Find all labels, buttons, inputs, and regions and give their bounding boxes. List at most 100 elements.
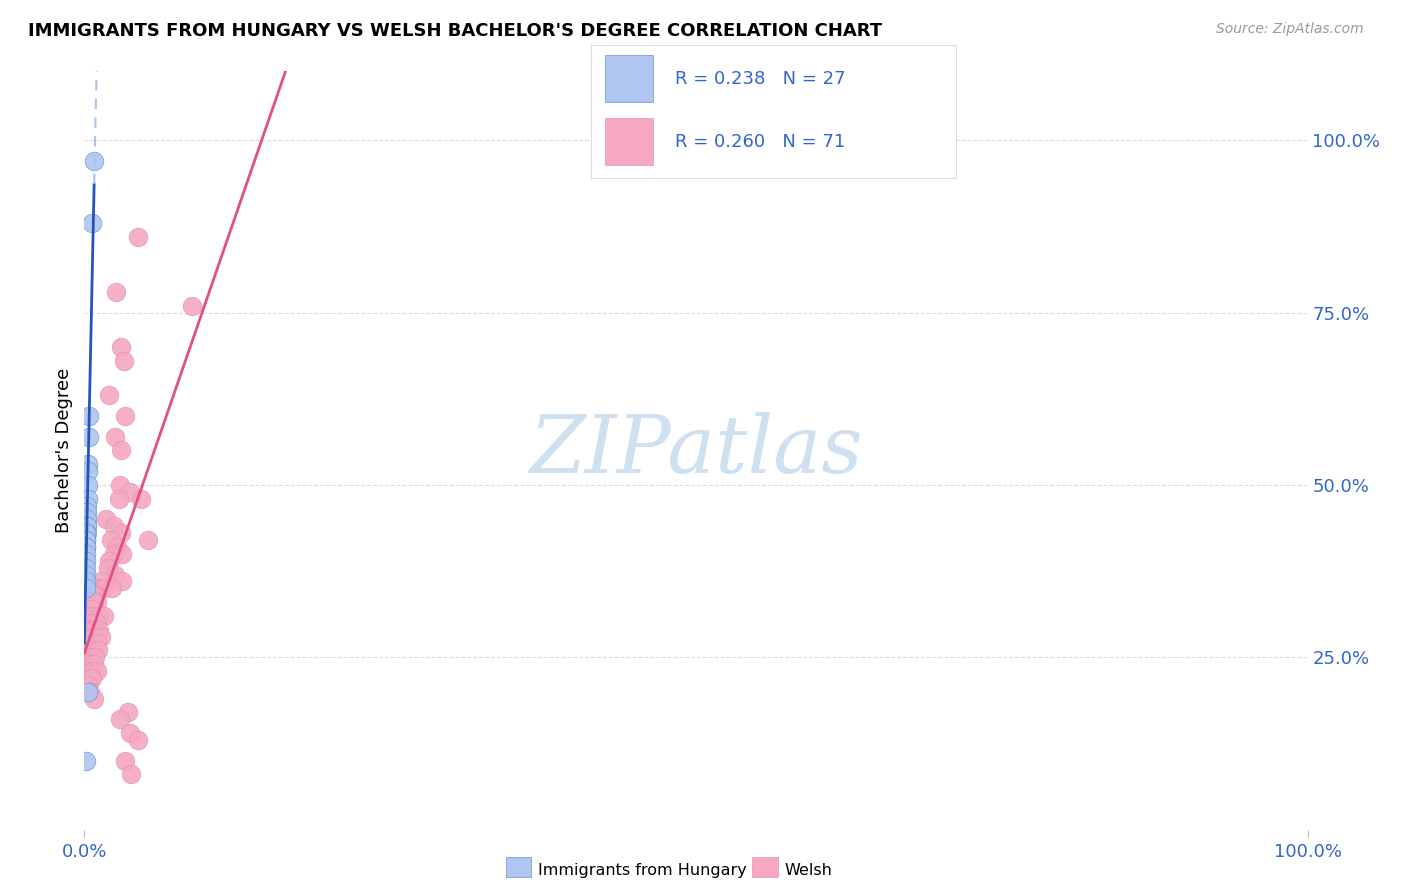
Point [112, 354, 135, 368]
Point [181, 299, 204, 313]
Point [84, 588, 107, 602]
Point [84, 623, 107, 637]
Point [75, 526, 97, 541]
Point [127, 229, 149, 244]
Point [97, 388, 120, 402]
Point [83, 153, 105, 168]
Bar [605, 118, 652, 165]
Point [76, 499, 98, 513]
Point [82, 608, 104, 623]
Point [110, 526, 132, 541]
Point [79, 595, 101, 609]
Point [79, 664, 101, 678]
Point [80, 216, 103, 230]
Point [75, 554, 97, 568]
Point [75, 533, 97, 547]
Point [96, 512, 118, 526]
Point [77, 457, 100, 471]
Point [114, 754, 136, 768]
Point [75, 567, 97, 582]
Point [77, 678, 100, 692]
Point [97, 554, 120, 568]
Text: Source: ZipAtlas.com: Source: ZipAtlas.com [1216, 22, 1364, 37]
Point [110, 340, 132, 354]
Point [136, 533, 159, 547]
Point [111, 574, 134, 589]
Point [129, 491, 152, 506]
Point [105, 540, 128, 554]
Point [86, 664, 108, 678]
Point [104, 430, 127, 444]
Point [93, 582, 115, 596]
Point [75, 540, 97, 554]
Bar [605, 55, 652, 102]
Point [80, 636, 103, 650]
Point [118, 484, 141, 499]
Text: Immigrants from Hungary: Immigrants from Hungary [538, 863, 747, 878]
Point [75, 533, 97, 547]
Point [104, 567, 127, 582]
Point [80, 602, 103, 616]
Point [101, 582, 124, 596]
Point [114, 409, 136, 423]
Point [76, 506, 98, 520]
Point [87, 582, 110, 596]
Point [77, 608, 100, 623]
Point [83, 588, 105, 602]
Point [77, 491, 100, 506]
Point [77, 478, 100, 492]
Point [97, 560, 120, 574]
Point [83, 657, 105, 672]
Point [87, 643, 110, 657]
Point [82, 643, 104, 657]
Point [76, 526, 98, 541]
Point [83, 630, 105, 644]
Point [108, 478, 131, 492]
Point [127, 733, 149, 747]
Point [120, 767, 142, 781]
Point [75, 754, 97, 768]
Point [77, 643, 100, 657]
Point [108, 712, 131, 726]
Point [77, 464, 100, 478]
Text: R = 0.260   N = 71: R = 0.260 N = 71 [675, 133, 845, 151]
Point [117, 706, 139, 720]
Point [83, 595, 105, 609]
Point [90, 630, 112, 644]
Point [76, 519, 98, 533]
Point [75, 540, 97, 554]
Point [79, 684, 101, 698]
Point [100, 533, 122, 547]
Point [105, 285, 128, 299]
Point [79, 615, 101, 630]
Point [77, 430, 100, 444]
Point [76, 519, 98, 533]
Point [79, 657, 101, 672]
Point [118, 726, 141, 740]
Point [75, 547, 97, 561]
Point [103, 547, 125, 561]
Point [87, 608, 110, 623]
Point [75, 574, 97, 589]
Point [76, 512, 98, 526]
Point [80, 650, 103, 665]
Text: ZIPatlas: ZIPatlas [529, 412, 863, 489]
Text: IMMIGRANTS FROM HUNGARY VS WELSH BACHELOR'S DEGREE CORRELATION CHART: IMMIGRANTS FROM HUNGARY VS WELSH BACHELO… [28, 22, 882, 40]
Point [77, 630, 100, 644]
Point [80, 671, 103, 685]
Point [75, 582, 97, 596]
Point [86, 636, 108, 650]
Point [103, 519, 125, 533]
Point [77, 684, 100, 698]
Point [93, 608, 115, 623]
Point [86, 595, 108, 609]
Point [110, 443, 132, 458]
Point [90, 574, 112, 589]
Point [75, 560, 97, 574]
Point [80, 623, 103, 637]
Point [107, 491, 129, 506]
Point [77, 623, 100, 637]
Text: R = 0.238   N = 27: R = 0.238 N = 27 [675, 70, 845, 87]
Point [82, 664, 104, 678]
Point [87, 623, 110, 637]
